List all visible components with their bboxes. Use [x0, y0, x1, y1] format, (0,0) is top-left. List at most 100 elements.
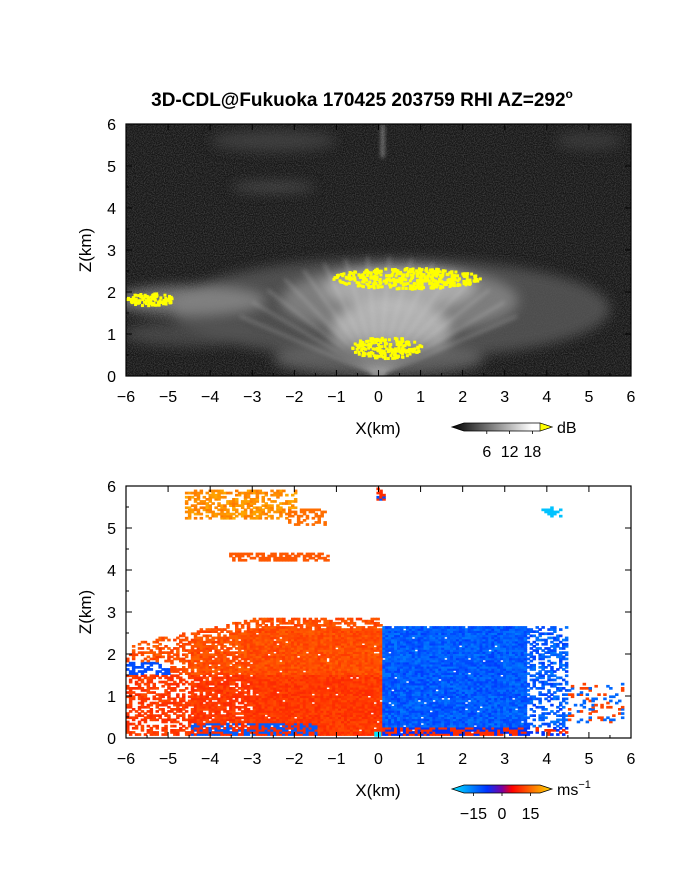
- reflectivity-strong-echo-cell: [384, 342, 387, 345]
- reflectivity-strong-echo-cell: [367, 286, 370, 289]
- reflectivity-strong-echo-cell: [393, 284, 396, 287]
- velocity-cell: [276, 618, 280, 621]
- reflectivity-strong-echo-cell: [372, 282, 375, 285]
- velocity-cell: [223, 681, 227, 684]
- velocity-cell: [244, 492, 248, 495]
- reflectivity-strong-echo-cell: [406, 340, 409, 343]
- reflectivity-strong-echo-cell: [406, 267, 409, 270]
- velocity-cell: [185, 643, 189, 646]
- velocity-cell: [129, 670, 133, 673]
- reflectivity-strong-echo-cell: [426, 275, 429, 278]
- velocity-cell: [270, 553, 274, 556]
- reflectivity-strong-echo-cell: [400, 277, 403, 280]
- velocity-cell: [306, 515, 310, 518]
- velocity-cell: [141, 710, 145, 713]
- velocity-cell: [141, 714, 145, 717]
- reflectivity-strong-echo-cell: [127, 297, 130, 300]
- velocity-cell: [135, 666, 139, 669]
- velocity-cell: [150, 708, 154, 711]
- velocity-cell: [158, 643, 162, 646]
- velocity-cell: [217, 632, 221, 635]
- velocity-cell: [147, 647, 151, 650]
- reflectivity-strong-echo-cell: [395, 338, 398, 341]
- velocity-cell: [211, 628, 215, 631]
- reflectivity-colorbar-tick-label: 6: [482, 444, 491, 461]
- velocity-cell: [129, 731, 133, 734]
- velocity-cell: [164, 725, 168, 728]
- reflectivity-strong-echo-cell: [408, 343, 411, 346]
- velocity-cell: [179, 714, 183, 717]
- velocity-cell: [276, 504, 280, 507]
- velocity-cell: [359, 626, 363, 629]
- velocity-cell: [332, 622, 336, 625]
- reflectivity-strong-echo-cell: [419, 269, 422, 272]
- reflectivity-strong-echo-cell: [425, 267, 428, 270]
- velocity-cell: [353, 628, 357, 631]
- reflectivity-strong-echo-cell: [384, 268, 387, 271]
- velocity-cell: [244, 509, 248, 512]
- reflectivity-strong-echo-cell: [159, 296, 162, 299]
- reflectivity-strong-echo-cell: [168, 295, 171, 298]
- velocity-cell: [294, 624, 298, 627]
- velocity-cell: [294, 618, 298, 621]
- velocity-cell: [256, 515, 260, 518]
- reflectivity-strong-echo-cell: [450, 270, 453, 273]
- velocity-cell: [294, 719, 298, 722]
- reflectivity-strong-echo-cell: [363, 352, 366, 355]
- velocity-cell: [297, 618, 301, 621]
- reflectivity-strong-echo-cell: [157, 301, 160, 304]
- velocity-cell: [185, 710, 189, 713]
- velocity-cell: [211, 714, 215, 717]
- velocity-cell: [141, 651, 145, 654]
- velocity-cell: [141, 679, 145, 682]
- reflectivity-strong-echo-cell: [147, 304, 150, 307]
- velocity-cell: [191, 509, 195, 512]
- velocity-cell: [300, 553, 304, 556]
- reflectivity-strong-echo-cell: [413, 341, 416, 344]
- reflectivity-strong-echo-cell: [360, 349, 363, 352]
- velocity-cell: [347, 628, 351, 631]
- velocity-cell: [229, 677, 233, 680]
- velocity-cell: [147, 643, 151, 646]
- velocity-cell: [238, 660, 242, 663]
- velocity-cell: [276, 557, 280, 560]
- velocity-cell: [238, 712, 242, 715]
- velocity-cell: [282, 618, 286, 621]
- velocity-cell: [185, 637, 189, 640]
- velocity-cell: [211, 490, 215, 493]
- velocity-cell: [244, 559, 248, 562]
- reflectivity-strong-echo-cell: [375, 272, 378, 275]
- velocity-cell: [179, 689, 183, 692]
- velocity-cell: [223, 649, 227, 652]
- velocity-cell: [235, 509, 239, 512]
- velocity-cell: [179, 658, 183, 661]
- velocity-cell: [326, 559, 330, 562]
- velocity-cell: [206, 677, 210, 680]
- reflectivity-strong-echo-cell: [442, 271, 445, 274]
- velocity-cell: [153, 674, 157, 677]
- reflectivity-strong-echo-cell: [145, 295, 148, 298]
- velocity-cell: [315, 555, 319, 558]
- velocity-cell: [288, 500, 292, 503]
- velocity-cell: [250, 498, 254, 501]
- velocity-cell: [211, 674, 215, 677]
- reflectivity-strong-echo-cell: [427, 272, 430, 275]
- reflectivity-xtick-label: −2: [285, 389, 303, 406]
- velocity-cell: [270, 727, 274, 730]
- velocity-cell: [244, 630, 248, 633]
- velocity-cell: [135, 693, 139, 696]
- reflectivity-strong-echo-cell: [369, 276, 372, 279]
- reflectivity-strong-echo-cell: [411, 285, 414, 288]
- velocity-cell: [217, 706, 221, 709]
- reflectivity-strong-echo-cell: [416, 275, 419, 278]
- velocity-cell: [273, 553, 277, 556]
- reflectivity-strong-echo-cell: [369, 354, 372, 357]
- reflectivity-strong-echo-cell: [350, 272, 353, 275]
- reflectivity-echo: [210, 130, 336, 151]
- velocity-cell: [147, 704, 151, 707]
- velocity-cell: [153, 641, 157, 644]
- reflectivity-colorbar-bar: [452, 423, 552, 431]
- velocity-cell: [206, 628, 210, 631]
- reflectivity-strong-echo-cell: [412, 272, 415, 275]
- reflectivity-strong-echo-cell: [140, 295, 143, 298]
